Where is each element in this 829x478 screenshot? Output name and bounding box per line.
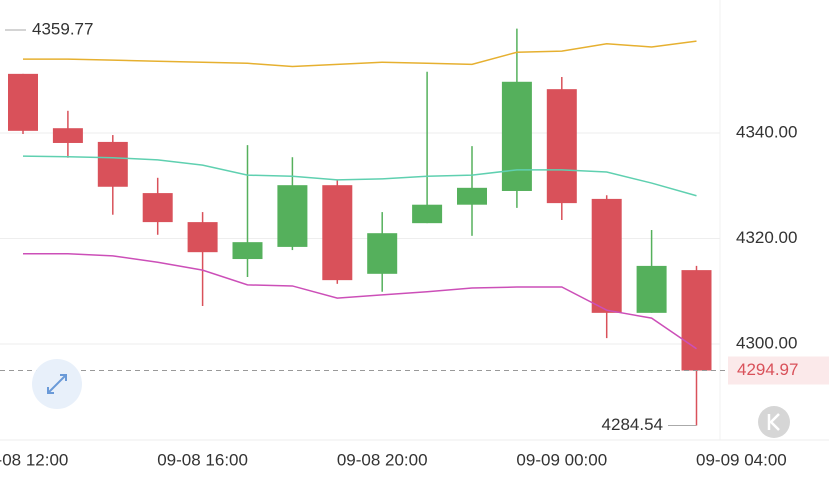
candle-body: [367, 233, 398, 274]
k-icon[interactable]: [767, 413, 780, 431]
candle-body: [546, 89, 577, 204]
band-line: [23, 253, 697, 350]
min-label: 4284.54: [602, 415, 663, 434]
y-tick-label: 4340.00: [736, 122, 797, 141]
candle-body: [97, 141, 128, 187]
candle-body: [501, 81, 532, 191]
candle-body: [457, 187, 487, 205]
candle-body: [412, 204, 443, 224]
candle-body: [636, 265, 667, 313]
last-price-box: [728, 356, 829, 385]
candle-body: [232, 242, 263, 260]
candle-body: [187, 222, 218, 253]
x-tick-label: 09-08 20:00: [337, 450, 428, 469]
x-tick-label: 09-08 16:00: [157, 450, 248, 469]
y-tick-label: 4320.00: [736, 228, 797, 247]
band-line: [23, 40, 697, 68]
candle-body: [681, 270, 712, 371]
candle-body: [322, 185, 353, 281]
x-tick-label: 09-09 04:00: [696, 450, 787, 469]
x-tick-label: 09-08 12:00: [0, 450, 68, 469]
x-tick-label: 09-09 00:00: [516, 450, 607, 469]
candle-body: [142, 193, 173, 223]
candle-body: [52, 128, 83, 143]
band-line: [22, 155, 697, 197]
k-button[interactable]: [758, 406, 790, 438]
candle-body: [8, 73, 38, 131]
y-tick-label: 4300.00: [736, 333, 797, 352]
candle-body: [591, 198, 622, 313]
max-label: 4359.77: [32, 19, 93, 38]
expand-button[interactable]: [32, 359, 82, 409]
last-price-label: 4294.97: [737, 360, 798, 379]
k-circle[interactable]: [758, 406, 790, 438]
candle-body: [277, 185, 308, 247]
expand-icon[interactable]: [47, 374, 67, 394]
